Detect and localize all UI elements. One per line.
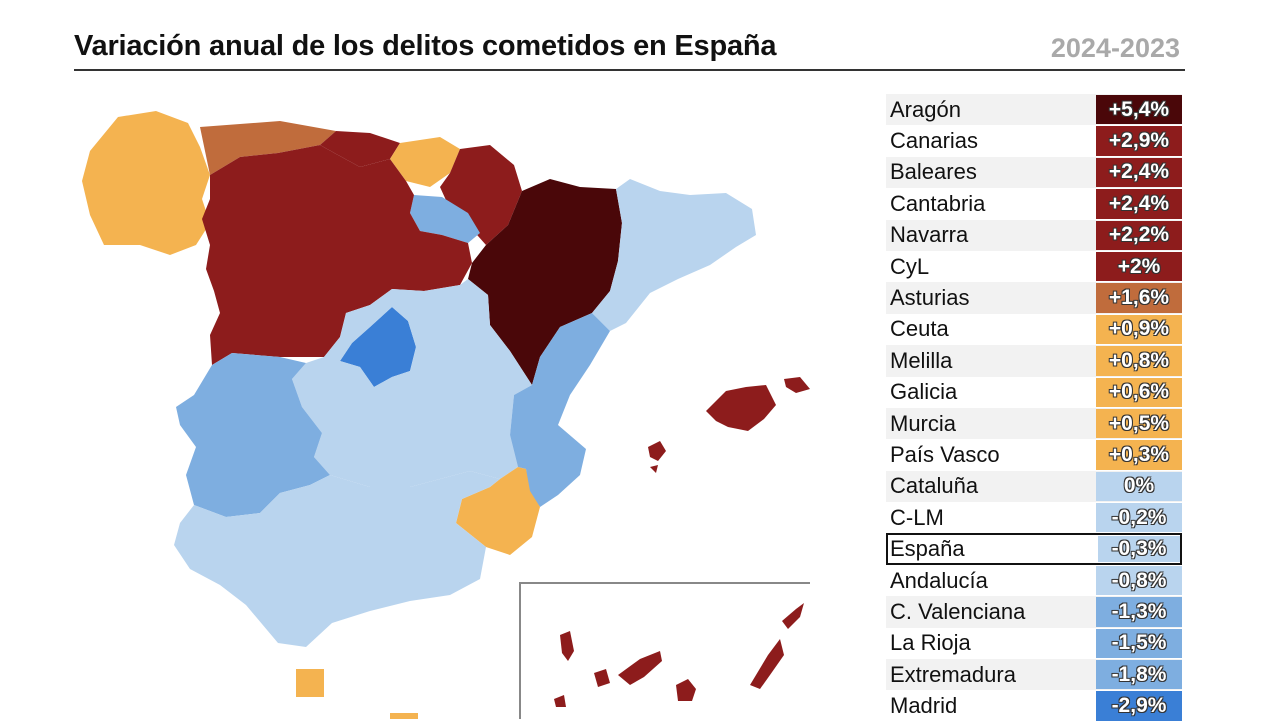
region-cantabria (320, 131, 400, 167)
region-name: España (890, 536, 965, 562)
region-extremadura (176, 353, 330, 517)
change-value: -0,2% (1096, 503, 1182, 533)
change-value: -1,8% (1096, 660, 1182, 690)
change-value: +2,2% (1096, 220, 1182, 250)
change-value: +0,6% (1096, 377, 1182, 407)
region-name: C-LM (890, 504, 944, 530)
region-name: Cataluña (890, 473, 979, 499)
region-la-palma (560, 631, 574, 661)
region-name: C. Valenciana (890, 598, 1026, 624)
region-tenerife (618, 651, 662, 685)
table-row: Canarias +2,9% (886, 125, 1182, 156)
table-row: Aragón +5,4% (886, 94, 1182, 126)
table-row: Andalucía -0,8% (886, 565, 1182, 596)
change-value: +2,4% (1096, 157, 1182, 188)
choropleth-map (82, 111, 810, 719)
title-divider (74, 69, 1185, 71)
canarias-inset-frame (519, 582, 810, 719)
region-castilla-y-leon (202, 145, 472, 365)
region-castilla-la-mancha (292, 279, 532, 487)
change-value: 0% (1096, 471, 1182, 502)
region-name: Baleares (890, 159, 977, 185)
region-melilla (390, 713, 418, 719)
region-murcia (456, 467, 540, 555)
table-row: Cataluña 0% (886, 470, 1182, 503)
region-c-valenciana (510, 313, 610, 507)
table-row: Galicia +0,6% (886, 377, 1182, 408)
change-value: -1,3% (1096, 597, 1182, 627)
region-name: Canarias (890, 128, 979, 154)
change-value: +1,6% (1096, 283, 1182, 313)
table-row: Navarra +2,2% (886, 219, 1182, 251)
table-row: La Rioja -1,5% (886, 628, 1182, 659)
change-value: -0,8% (1096, 565, 1182, 596)
table-row: Melilla +0,8% (886, 345, 1182, 377)
change-value: +2% (1096, 251, 1182, 282)
change-value: +0,3% (1096, 440, 1182, 470)
region-name: Andalucía (890, 567, 988, 593)
table-row: C. Valenciana -1,3% (886, 596, 1182, 628)
region-name: Aragón (890, 96, 961, 122)
region-fuerteventura (750, 639, 784, 689)
change-value: -0,3% (1098, 536, 1180, 562)
region-andalucia (174, 471, 500, 647)
region-navarra (440, 145, 522, 245)
region-name: Murcia (890, 410, 957, 436)
region-madrid (340, 307, 416, 387)
region-pais-vasco (390, 137, 460, 187)
region-name: Ceuta (890, 316, 949, 342)
region-name: Asturias (890, 285, 970, 311)
table-row: España -0,3% (886, 533, 1182, 565)
region-gran-canaria (676, 679, 696, 701)
region-name: Melilla (890, 347, 953, 373)
chart-title: Variación anual de los delitos cometidos… (74, 30, 777, 62)
table-row: Extremadura -1,8% (886, 659, 1182, 691)
table-row: Ceuta +0,9% (886, 314, 1182, 345)
table-row: Madrid -2,9% (886, 690, 1182, 721)
region-name: La Rioja (890, 630, 971, 656)
change-value: +0,8% (1096, 346, 1182, 376)
ranking-table: Aragón +5,4% Canarias +2,9% Baleares +2,4% Can… (886, 94, 1182, 722)
table-row: Baleares +2,4% (886, 156, 1182, 189)
region-name: CyL (890, 253, 930, 279)
region-name: Extremadura (890, 661, 1016, 687)
region-name: Cantabria (890, 190, 986, 216)
region-name: Galicia (890, 379, 958, 405)
region-aragon (468, 179, 622, 385)
region-asturias (200, 121, 336, 175)
region-lanzarote (782, 603, 804, 629)
region-formentera (650, 465, 658, 473)
region-menorca (784, 377, 810, 393)
region-ceuta (296, 669, 324, 697)
region-name: País Vasco (890, 441, 1000, 467)
change-value: -1,5% (1096, 628, 1182, 659)
table-row: Cantabria +2,4% (886, 188, 1182, 219)
table-row: Murcia +0,5% (886, 407, 1182, 440)
region-la-rioja (410, 195, 480, 243)
region-name: Madrid (890, 693, 958, 719)
change-value: +2,4% (1096, 189, 1182, 219)
region-mallorca (706, 385, 776, 431)
change-value: +5,4% (1096, 95, 1182, 125)
change-value: +0,9% (1096, 314, 1182, 345)
region-la-gomera (594, 669, 610, 687)
region-cataluna (592, 179, 756, 331)
period-label: 2024-2023 (1050, 33, 1180, 63)
change-value: +0,5% (1096, 408, 1182, 439)
table-row: Asturias +1,6% (886, 282, 1182, 314)
change-value: +2,9% (1096, 126, 1182, 156)
region-galicia (82, 111, 210, 255)
region-ibiza (648, 441, 666, 461)
change-value: -2,9% (1096, 691, 1182, 721)
table-row: CyL +2% (886, 251, 1182, 282)
table-row: País Vasco +0,3% (886, 439, 1182, 470)
table-row: C-LM -0,2% (886, 502, 1182, 533)
region-name: Navarra (890, 222, 969, 248)
region-el-hierro (554, 695, 566, 707)
